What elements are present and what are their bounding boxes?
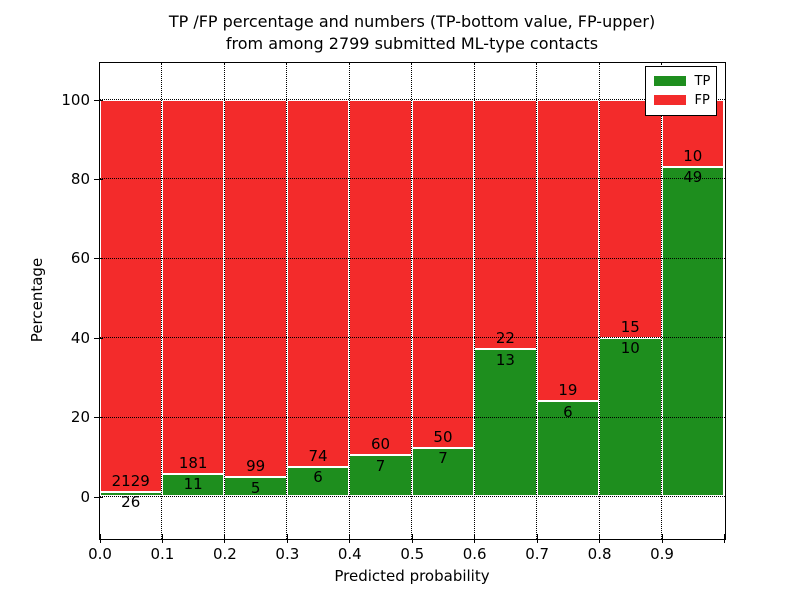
bar-label-fp: 74 — [308, 446, 328, 465]
v-gridline — [348, 62, 350, 539]
bar-label-tp: 49 — [683, 168, 703, 187]
bar-label-fp: 19 — [558, 381, 578, 400]
bar-segment-tp — [286, 466, 350, 497]
bar-label-fp: 15 — [620, 317, 640, 336]
v-gridline — [661, 62, 663, 539]
bar-label-fp: 181 — [178, 453, 208, 472]
bar-segment-tp — [161, 473, 225, 497]
bar-segment-fp — [536, 99, 600, 402]
bar-segment-fp — [599, 99, 662, 338]
h-gridline — [99, 257, 725, 259]
bar-label-tp: 13 — [495, 350, 515, 369]
bar-segment-fp — [411, 99, 475, 448]
bar-label-tp: 6 — [313, 468, 323, 487]
bar-label-fp: 22 — [495, 329, 515, 348]
v-gridline — [411, 62, 413, 539]
x-tick-label: 0.9 — [650, 545, 674, 563]
y-tick-label: 60 — [70, 249, 90, 268]
h-gridline — [99, 99, 725, 100]
y-tick-label: 0 — [80, 487, 90, 506]
x-tick — [224, 534, 226, 543]
x-tick — [411, 534, 413, 543]
bar-segment-tp — [224, 477, 287, 497]
x-tick — [161, 534, 163, 543]
x-tick-label: 0.3 — [275, 545, 300, 563]
y-tick-label: 40 — [70, 328, 90, 347]
bar-segment-tp — [411, 447, 475, 497]
x-tick — [474, 534, 476, 543]
bar-label-fp: 60 — [370, 435, 391, 454]
y-tick-label: 80 — [70, 169, 90, 188]
y-tick — [94, 496, 103, 498]
x-tick-label: 0.2 — [212, 545, 237, 563]
v-gridline — [223, 62, 225, 539]
x-tick — [724, 534, 725, 543]
v-gridline — [536, 62, 538, 539]
x-tick — [349, 534, 351, 543]
x-tick-label: 0.0 — [88, 545, 112, 563]
x-tick-label: 0.4 — [337, 545, 362, 563]
chart-title: TP /FP percentage and numbers (TP-bottom… — [99, 11, 725, 55]
x-tick-label: 0.5 — [400, 545, 425, 563]
y-tick — [94, 178, 103, 180]
v-gridline — [286, 62, 288, 539]
legend-swatch-fp — [653, 95, 686, 105]
v-gridline — [598, 62, 600, 539]
bar-label-fp: 10 — [683, 146, 703, 165]
y-tick — [94, 417, 103, 419]
bar-label-tp: 7 — [375, 456, 386, 475]
y-tick — [94, 337, 103, 339]
h-gridline — [99, 496, 725, 497]
bar-label-tp: 5 — [250, 478, 261, 497]
bar-label-tp: 10 — [620, 339, 640, 358]
x-tick-label: 0.1 — [150, 545, 175, 563]
legend-label: TP — [694, 73, 711, 89]
v-gridline — [473, 62, 475, 539]
bar-label-fp: 2129 — [111, 471, 150, 490]
bar-label-tp: 7 — [438, 449, 448, 468]
bar-segment-tp — [349, 455, 412, 497]
y-tick — [94, 99, 103, 101]
y-tick-label: 20 — [70, 408, 90, 427]
h-gridline — [99, 178, 725, 180]
bar-segment-tp — [661, 166, 724, 497]
h-gridline — [99, 337, 725, 339]
legend: TP FP — [644, 65, 717, 116]
x-tick — [286, 534, 288, 543]
legend-label: FP — [694, 92, 710, 108]
y-tick — [94, 258, 103, 260]
plot-area: 2129 26 181 11 99 5 74 6 60 7 50 7 22 13 19 6 15 10 10 49 TP… — [98, 61, 726, 540]
y-tick-label: 100 — [61, 90, 90, 109]
v-gridline — [161, 62, 163, 539]
bar-segment-fp — [474, 99, 537, 350]
chart-title-line1: TP /FP percentage and numbers (TP-bottom… — [168, 12, 656, 31]
legend-item: FP — [653, 91, 716, 110]
bar-label-fp: 50 — [433, 427, 453, 446]
bar-segment-fp — [161, 99, 225, 474]
x-tick-label: 0.6 — [462, 545, 487, 563]
bar-segment-fp — [286, 99, 350, 467]
x-axis-label: Predicted probability — [334, 567, 490, 585]
bar-segment-tp — [474, 349, 537, 497]
legend-item: TP — [653, 72, 716, 91]
bar-label-fp: 99 — [246, 457, 266, 476]
h-gridline — [99, 416, 725, 418]
bar-segment-fp — [99, 99, 162, 492]
chart-title-line2: from among 2799 submitted ML-type contac… — [225, 34, 599, 53]
x-tick — [99, 534, 101, 543]
bar-label-tp: 26 — [121, 493, 141, 512]
legend-swatch-tp — [653, 76, 686, 86]
x-tick — [536, 534, 538, 543]
bar-segment-fp — [224, 99, 287, 478]
bar-segment-fp — [349, 99, 412, 456]
x-tick-label: 0.7 — [525, 545, 550, 563]
bar-label-tp: 11 — [183, 475, 203, 494]
bar-label-tp: 6 — [563, 402, 573, 421]
x-tick — [661, 534, 663, 543]
x-tick-label: 0.8 — [587, 545, 612, 563]
x-tick — [599, 534, 601, 543]
